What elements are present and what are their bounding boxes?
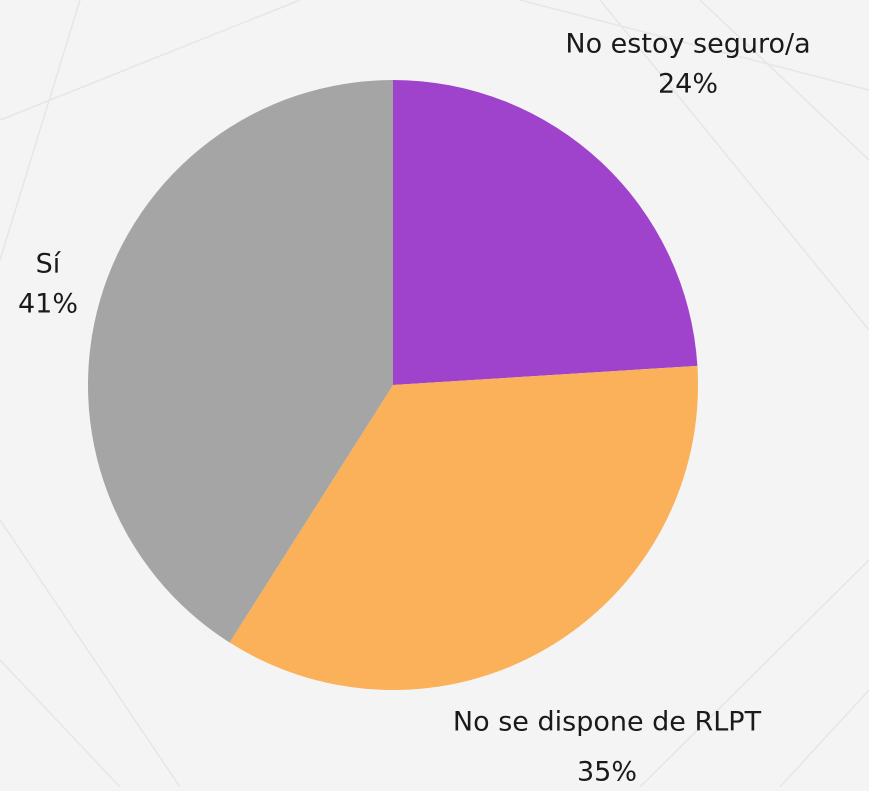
slice-label: No se dispone de RLPT: [453, 707, 762, 738]
pie: [88, 80, 699, 690]
slice: [393, 80, 698, 385]
slice-value-label: 35%: [577, 757, 637, 788]
labels: No estoy seguro/a 24% No se dispone de RLP…: [18, 29, 811, 788]
slice-value-label: 41%: [18, 289, 78, 320]
slice-value-label: 24%: [658, 69, 718, 100]
slice-label: No estoy seguro/a: [565, 29, 810, 60]
slice-label: Sí: [36, 249, 62, 280]
slice: [229, 365, 699, 690]
slice: [88, 80, 393, 643]
